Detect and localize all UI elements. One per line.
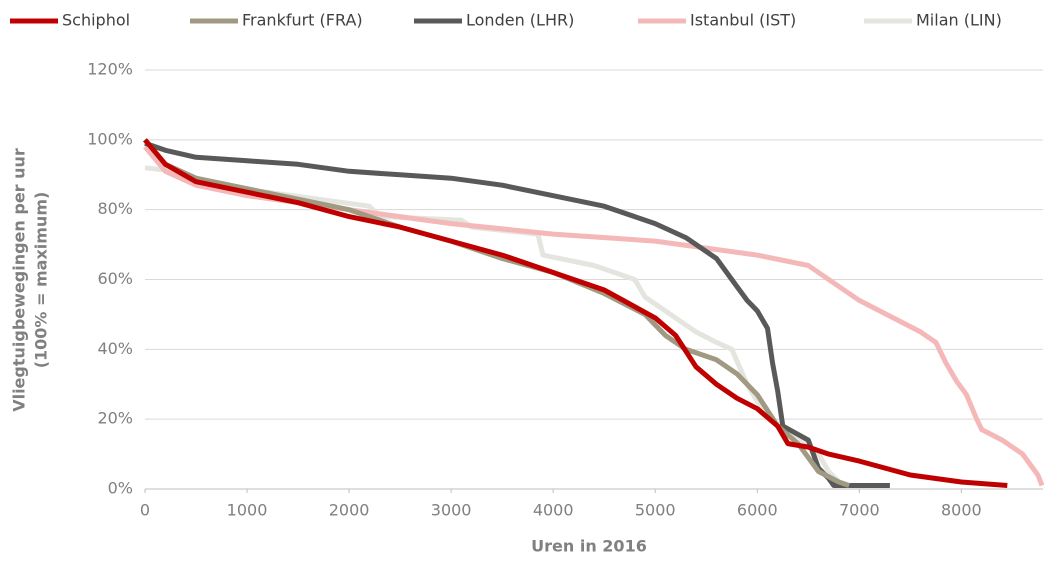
x-tick-label: 0 (140, 501, 150, 520)
x-tick-label: 4000 (533, 501, 574, 520)
y-tick-label: 80% (97, 199, 133, 218)
y-axis-label: (100% = maximum) (32, 192, 51, 369)
series-line (144, 140, 890, 488)
y-tick-label: 20% (97, 409, 133, 428)
x-tick-label: 5000 (635, 501, 676, 520)
x-tick-label: 2000 (329, 501, 370, 520)
x-tick-label: 6000 (737, 501, 778, 520)
x-tick-label: 7000 (839, 501, 880, 520)
legend-label: Frankfurt (FRA) (242, 11, 363, 30)
x-axis-label: Uren in 2016 (531, 537, 647, 556)
legend-label: Schiphol (62, 11, 130, 30)
y-axis-label: Vliegtuigbewegingen per uur (10, 148, 29, 412)
y-tick-label: 120% (87, 60, 133, 79)
legend-label: Milan (LIN) (916, 11, 1002, 30)
x-tick-label: 1000 (227, 501, 268, 520)
y-tick-label: 60% (97, 269, 133, 288)
series-line (144, 165, 841, 484)
x-tick-label: 3000 (431, 501, 472, 520)
series-line (143, 138, 1008, 488)
legend-label: Istanbul (IST) (690, 11, 796, 30)
legend-label: Londen (LHR) (466, 11, 574, 30)
y-tick-label: 100% (87, 129, 133, 148)
x-tick-label: 8000 (941, 501, 982, 520)
y-tick-label: 40% (97, 339, 133, 358)
y-tick-label: 0% (108, 479, 133, 498)
